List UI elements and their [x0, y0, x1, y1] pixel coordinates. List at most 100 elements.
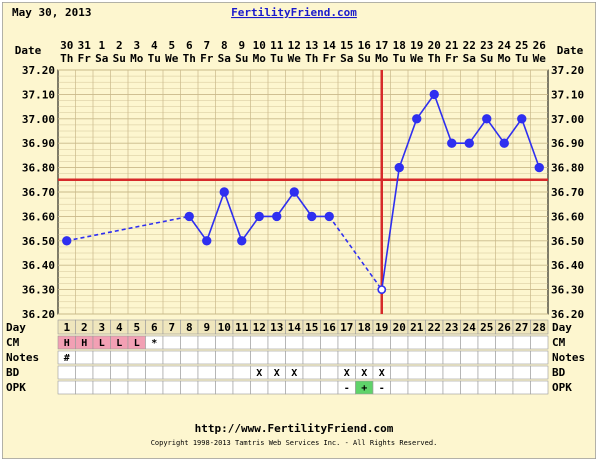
opk-cell [267, 380, 286, 395]
weekday-label: Th [428, 52, 441, 65]
bd-cell [197, 365, 216, 380]
y-tick-label: 37.10 [22, 88, 55, 101]
cm-cell [425, 335, 444, 350]
bd-cell [460, 365, 479, 380]
row-label-day: Day [6, 321, 26, 334]
footer-url[interactable]: http://www.FertilityFriend.com [195, 422, 394, 435]
cm-cell [162, 335, 181, 350]
temperature-point [289, 187, 299, 197]
cm-cell [477, 335, 496, 350]
day-cell-text: 7 [168, 321, 175, 334]
date-header: 30 31 1 2 3 4 5 6 7 8 9 10 11 12 13 14 15 16 17 18 19 20 21 22 2… [60, 39, 546, 65]
weekday-label: Mo [130, 52, 144, 65]
bd-cell [162, 365, 181, 380]
day-cell-text: 10 [218, 321, 231, 334]
opk-cell [460, 380, 479, 395]
cm-cell [215, 335, 234, 350]
bd-cell-text: X [274, 368, 280, 379]
day-cell-text: 18 [358, 321, 371, 334]
bd-cell [127, 365, 146, 380]
weekday-label: We [165, 52, 179, 65]
row-label-notes: Notes [6, 351, 39, 364]
opk-cell [197, 380, 216, 395]
date-label: 17 [375, 39, 388, 52]
weekday-label: Sa [340, 52, 353, 65]
series-segment [468, 118, 488, 144]
opk-cell [215, 380, 234, 395]
cm-cell [250, 335, 269, 350]
bd-cell [530, 365, 549, 380]
day-cell-text: 3 [98, 321, 105, 334]
day-cell-text: 28 [533, 321, 546, 334]
bd-cell [320, 365, 339, 380]
cm-cell-text: H [81, 338, 87, 349]
series-segment [223, 191, 243, 242]
opk-cell-text: - [379, 383, 385, 394]
weekday-label: Fr [200, 52, 214, 65]
cm-cell [302, 335, 321, 350]
row-label-opk: OPK [6, 381, 26, 394]
weekday-label: Su [235, 52, 248, 65]
date-label: 21 [445, 39, 459, 52]
weekday-label: Tu [148, 52, 161, 65]
bd-cell [495, 365, 514, 380]
date-label: 31 [78, 39, 92, 52]
series-segment [503, 118, 523, 144]
bd-cell [477, 365, 496, 380]
y-tick-label: 36.40 [22, 259, 55, 272]
weekday-label: Sa [463, 52, 476, 65]
notes-cell [215, 350, 234, 365]
cm-cell [512, 335, 531, 350]
notes-cell [337, 350, 356, 365]
day-cell-text: 2 [81, 321, 88, 334]
notes-cell [250, 350, 269, 365]
y-tick-label: 37.00 [551, 113, 584, 126]
bd-cell-text: X [256, 368, 262, 379]
bd-cell [442, 365, 461, 380]
row-label-bd: BD [6, 366, 20, 379]
weekday-label: Su [480, 52, 493, 65]
day-cell-text: 6 [151, 321, 158, 334]
cm-cell [232, 335, 251, 350]
opk-cell [127, 380, 146, 395]
site-name[interactable]: FertilityFriend.com [231, 6, 357, 19]
cm-cell [407, 335, 426, 350]
date-label: 12 [288, 39, 301, 52]
notes-cell [442, 350, 461, 365]
bd-cell-text: X [361, 368, 367, 379]
day-cell-text: 27 [515, 321, 528, 334]
plot-grid [57, 69, 549, 315]
temperature-point [517, 114, 527, 124]
day-cell-text: 5 [133, 321, 140, 334]
date-label: 5 [168, 39, 175, 52]
y-tick-label: 36.70 [22, 186, 55, 199]
opk-cell [232, 380, 251, 395]
date-label: 11 [270, 39, 284, 52]
notes-cell [425, 350, 444, 365]
copyright-text: Copyright 1998-2013 Tamtris Web Services… [151, 439, 438, 447]
opk-cell [390, 380, 409, 395]
notes-cell [267, 350, 286, 365]
y-tick-label: 36.50 [22, 235, 55, 248]
series-segment [276, 191, 295, 217]
temperature-point [482, 114, 492, 124]
row-label-right-notes: Notes [552, 351, 585, 364]
opk-cell [110, 380, 129, 395]
y-tick-label: 36.60 [22, 210, 55, 223]
temperature-point [237, 236, 247, 246]
opk-cell-text: - [344, 383, 350, 394]
notes-cell [460, 350, 479, 365]
series-segment [241, 215, 260, 242]
bd-cell [145, 365, 164, 380]
notes-cell [477, 350, 496, 365]
temperature-series [62, 89, 544, 294]
opk-cell [442, 380, 461, 395]
date-label: 15 [340, 39, 353, 52]
date-label: 9 [238, 39, 245, 52]
row-label-right-opk: OPK [552, 381, 572, 394]
temperature-point [324, 211, 334, 222]
notes-cell [372, 350, 391, 365]
weekday-label: Fr [323, 52, 337, 65]
y-tick-label: 36.90 [551, 137, 584, 150]
